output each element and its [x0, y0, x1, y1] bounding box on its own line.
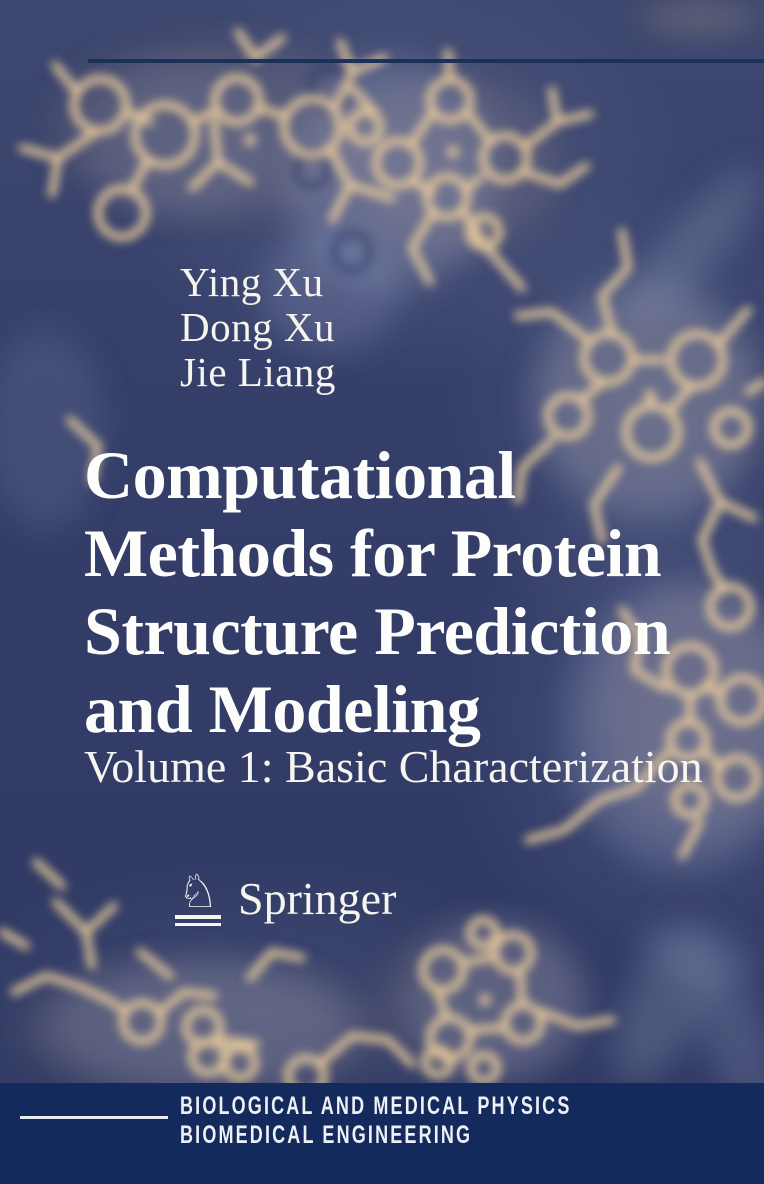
author-list: Ying Xu Dong Xu Jie Liang: [180, 260, 336, 395]
book-title: Computational Methods for Protein Struct…: [84, 436, 744, 748]
series-title: BIOLOGICAL AND MEDICAL PHYSICS BIOMEDICA…: [180, 1092, 572, 1150]
publisher-logo: ♘ Springer: [172, 868, 396, 932]
series-line: BIOLOGICAL AND MEDICAL PHYSICS: [180, 1092, 572, 1120]
publisher-name: Springer: [238, 873, 397, 924]
series-band: BIOLOGICAL AND MEDICAL PHYSICS BIOMEDICA…: [0, 1083, 764, 1184]
springer-horse-icon: ♘: [172, 868, 224, 926]
top-rule: [88, 59, 764, 63]
author-name: Dong Xu: [180, 304, 335, 350]
author-name: Ying Xu: [180, 259, 324, 305]
title-line: Computational: [84, 437, 516, 513]
series-line: BIOMEDICAL ENGINEERING: [180, 1121, 473, 1149]
logo-underline-top: [175, 915, 221, 919]
title-line: Structure Prediction: [84, 593, 671, 669]
logo-underline-bottom: [175, 923, 221, 926]
author-name: Jie Liang: [180, 349, 336, 395]
title-line: Methods for Protein: [84, 515, 662, 591]
book-subtitle: Volume 1: Basic Characterization: [84, 741, 703, 792]
title-line: and Modeling: [84, 671, 481, 747]
series-rule: [20, 1116, 168, 1119]
springer-horse-glyph: ♘: [177, 864, 219, 918]
